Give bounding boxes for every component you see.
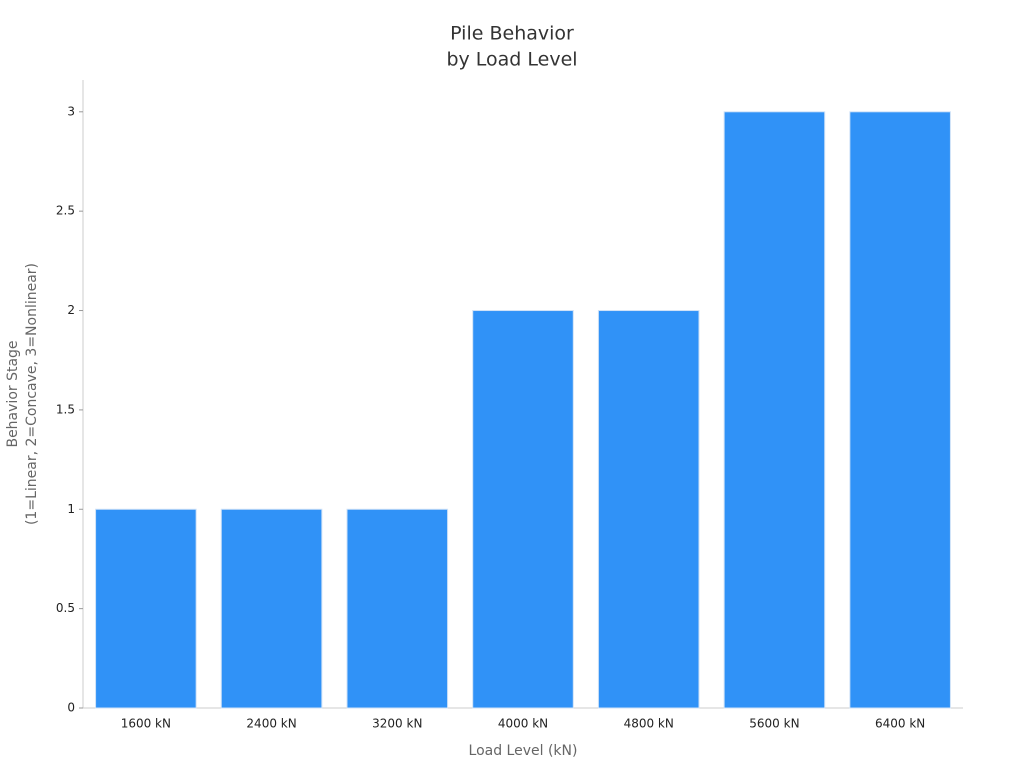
chart-title: Pile Behavior: [450, 23, 574, 45]
bar: [723, 111, 826, 709]
y-tick-label: 0.5: [56, 601, 75, 615]
y-tick-label: 3: [67, 104, 75, 118]
x-tick-label: 3200 kN: [372, 717, 422, 731]
y-axis-title: Behavior Stage (1=Linear, 2=Concave, 3=N…: [5, 263, 40, 525]
bar: [346, 508, 449, 709]
x-tick-label: 1600 kN: [121, 717, 171, 731]
bar: [849, 111, 951, 709]
y-tick-label: 2.5: [56, 204, 75, 218]
y-tick-label: 1.5: [56, 402, 75, 416]
y-tick-label: 1: [67, 502, 75, 516]
x-tick-label: 6400 kN: [875, 717, 925, 731]
x-tick-label: 4000 kN: [498, 717, 548, 731]
y-tick-label: 0: [67, 701, 75, 715]
bar: [472, 310, 574, 709]
x-axis-title: Load Level (kN): [469, 743, 578, 759]
y-tick-label: 2: [67, 303, 75, 317]
bar: [597, 310, 700, 709]
x-tick-label: 4800 kN: [624, 717, 674, 731]
y-axis-title-line: Behavior Stage: [5, 340, 21, 447]
bar: [220, 508, 323, 709]
x-tick-label: 5600 kN: [749, 717, 799, 731]
x-tick-label: 2400 kN: [246, 717, 296, 731]
chart-title: by Load Level: [446, 49, 577, 71]
y-axis-title-line: (1=Linear, 2=Concave, 3=Nonlinear): [24, 263, 40, 525]
bar: [95, 508, 197, 709]
